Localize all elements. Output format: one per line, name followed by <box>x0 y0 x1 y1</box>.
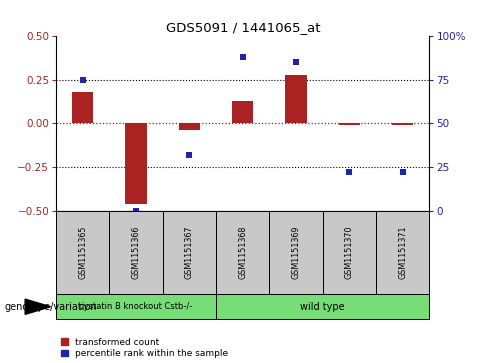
Polygon shape <box>25 299 51 314</box>
Point <box>292 60 300 65</box>
Point <box>399 169 407 175</box>
Text: GSM1151367: GSM1151367 <box>185 225 194 279</box>
Bar <box>339 123 360 125</box>
Text: GSM1151366: GSM1151366 <box>132 225 141 279</box>
Text: GSM1151365: GSM1151365 <box>78 225 87 279</box>
Text: wild type: wild type <box>301 302 345 312</box>
Bar <box>216 211 269 294</box>
Text: GSM1151369: GSM1151369 <box>292 225 301 279</box>
Point <box>79 77 87 83</box>
Text: GSM1151370: GSM1151370 <box>345 225 354 279</box>
Bar <box>269 211 323 294</box>
Text: GSM1151371: GSM1151371 <box>398 225 407 279</box>
Bar <box>163 211 216 294</box>
Text: cystatin B knockout Cstb-/-: cystatin B knockout Cstb-/- <box>80 302 193 311</box>
Point <box>346 169 353 175</box>
Bar <box>216 294 429 319</box>
Bar <box>72 92 94 123</box>
Text: GSM1151368: GSM1151368 <box>238 225 247 279</box>
Bar <box>323 211 376 294</box>
Bar <box>125 123 147 204</box>
Bar <box>285 75 307 123</box>
Bar <box>179 123 200 130</box>
Bar <box>232 101 253 123</box>
Legend: transformed count, percentile rank within the sample: transformed count, percentile rank withi… <box>61 338 228 359</box>
Point <box>132 208 140 213</box>
Bar <box>392 123 413 125</box>
Bar <box>109 211 163 294</box>
Text: genotype/variation: genotype/variation <box>5 302 98 312</box>
Bar <box>56 294 216 319</box>
Point <box>239 54 246 60</box>
Title: GDS5091 / 1441065_at: GDS5091 / 1441065_at <box>165 21 320 34</box>
Bar <box>56 211 109 294</box>
Point <box>185 152 193 158</box>
Bar <box>376 211 429 294</box>
